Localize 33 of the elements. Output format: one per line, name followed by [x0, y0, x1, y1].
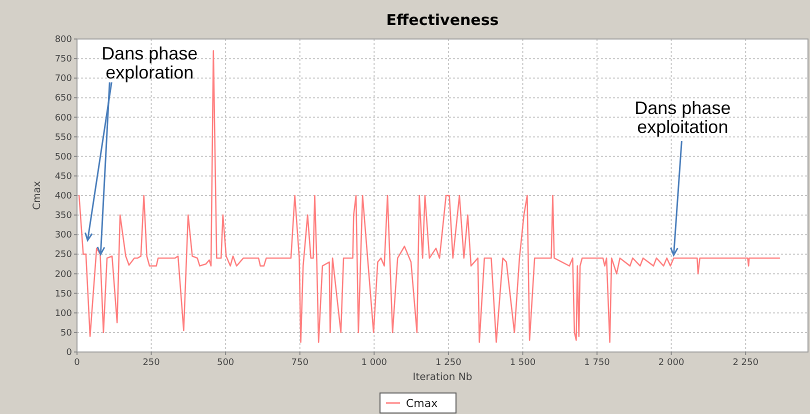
legend-label: Cmax: [406, 397, 438, 410]
x-tick-label: 1 500: [510, 358, 536, 368]
y-tick-label: 550: [54, 132, 72, 143]
annotation: Dans phase exploitation: [634, 98, 731, 138]
y-tick-label: 250: [54, 250, 72, 260]
y-tick-label: 650: [54, 94, 72, 104]
y-tick-label: 450: [54, 172, 72, 182]
y-tick-label: 600: [54, 113, 72, 124]
x-tick-label: 750: [291, 358, 309, 368]
x-tick-label: 2 000: [658, 358, 684, 368]
x-tick-label: 250: [142, 358, 160, 368]
y-tick-label: 350: [54, 211, 72, 222]
x-tick-label: 1 250: [436, 358, 462, 368]
x-tick-label: 1 750: [584, 358, 610, 368]
y-axis-title: Cmax: [32, 181, 43, 210]
x-tick-label: 2 250: [732, 358, 759, 368]
annotation: Dans phase exploration: [102, 43, 198, 82]
y-tick-label: 0: [66, 348, 72, 358]
y-tick-label: 300: [54, 230, 72, 241]
y-tick-label: 400: [54, 192, 72, 202]
y-tick-label: 150: [54, 289, 72, 300]
x-tick-label: 1 000: [361, 358, 388, 368]
y-tick-label: 50: [60, 328, 72, 338]
y-tick-label: 750: [54, 54, 72, 65]
x-axis-title: Iteration Nb: [412, 372, 472, 383]
y-tick-label: 500: [54, 152, 72, 162]
x-tick-label: 0: [74, 358, 80, 368]
x-tick-label: 500: [216, 358, 234, 368]
y-tick-label: 700: [54, 74, 72, 84]
y-tick-label: 800: [54, 35, 72, 45]
y-tick-label: 100: [54, 308, 72, 319]
chart-title: Effectiveness: [386, 11, 499, 29]
y-tick-label: 200: [54, 270, 72, 280]
